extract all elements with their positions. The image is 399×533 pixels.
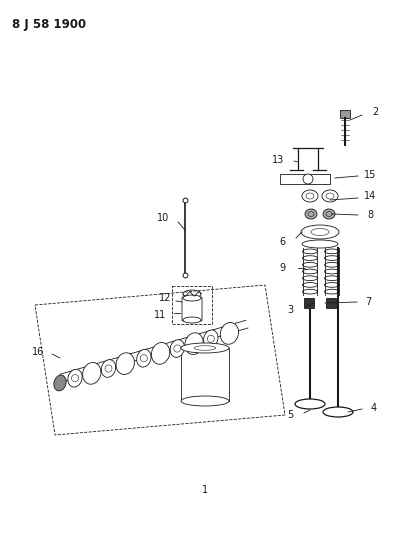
Bar [340,110,350,118]
Ellipse shape [54,375,66,391]
Ellipse shape [83,362,101,384]
Ellipse shape [116,353,134,375]
Text: 5: 5 [287,410,293,420]
Ellipse shape [181,396,229,406]
Ellipse shape [170,340,184,358]
Bar [304,298,314,308]
Ellipse shape [295,399,325,409]
Ellipse shape [183,295,201,301]
Text: 8 J 58 1900: 8 J 58 1900 [12,18,86,31]
Ellipse shape [322,190,338,202]
Ellipse shape [183,317,201,323]
Ellipse shape [185,333,203,354]
Ellipse shape [203,330,218,348]
Ellipse shape [220,322,239,344]
Text: 12: 12 [159,293,171,303]
Text: 3: 3 [287,305,293,315]
Text: 11: 11 [154,310,166,320]
Text: 1: 1 [202,485,208,495]
Ellipse shape [137,349,151,367]
Ellipse shape [302,240,338,248]
Text: 13: 13 [272,155,284,165]
Ellipse shape [303,174,313,184]
Polygon shape [280,174,330,184]
Text: 15: 15 [364,170,376,180]
Ellipse shape [305,209,317,219]
Ellipse shape [323,407,353,417]
Text: 2: 2 [372,107,378,117]
Text: 8: 8 [367,210,373,220]
Ellipse shape [302,190,318,202]
Text: 16: 16 [32,347,44,357]
Ellipse shape [151,343,170,364]
Ellipse shape [68,369,82,387]
Ellipse shape [323,209,335,219]
Text: 7: 7 [365,297,371,307]
FancyBboxPatch shape [182,297,202,321]
Bar [172,286,212,324]
Text: 4: 4 [371,403,377,413]
Ellipse shape [101,360,116,377]
Ellipse shape [301,225,339,239]
Text: 9: 9 [279,263,285,273]
Text: 6: 6 [279,237,285,247]
Bar [326,298,336,308]
Text: 14: 14 [364,191,376,201]
Text: 10: 10 [157,213,169,223]
Ellipse shape [181,343,229,353]
